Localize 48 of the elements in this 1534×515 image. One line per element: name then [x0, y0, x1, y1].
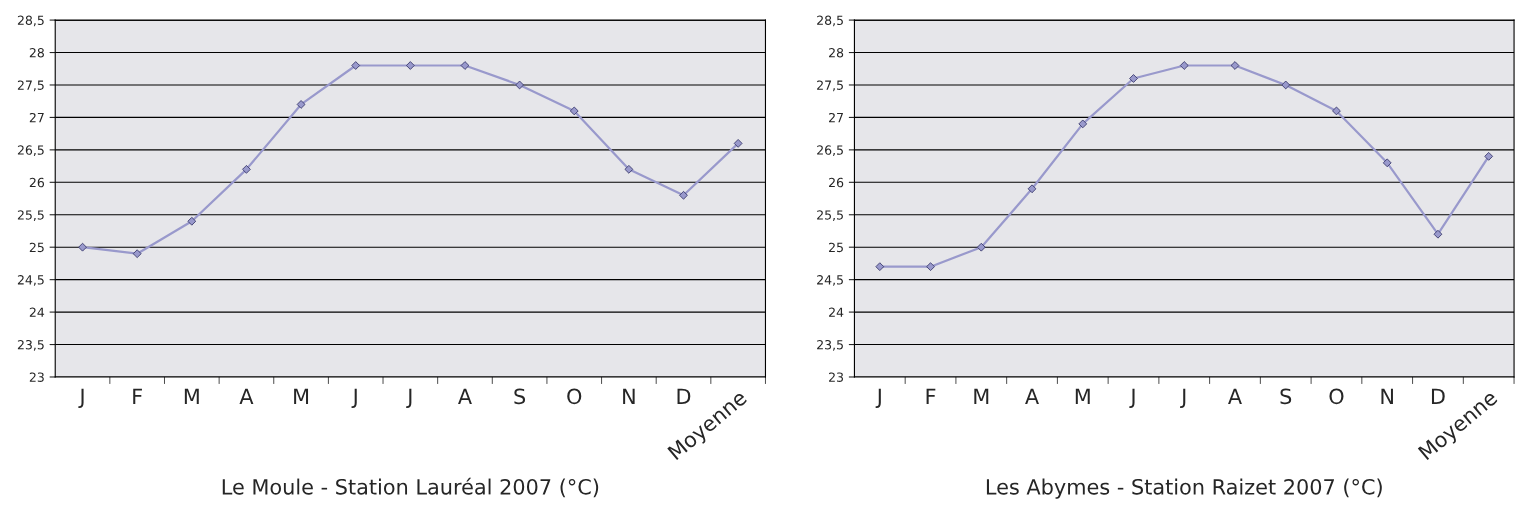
y-tick-label: 24	[29, 307, 45, 317]
x-tick-label: J	[406, 388, 412, 409]
y-tick-label: 27	[29, 112, 44, 123]
x-tick-label: M	[1075, 388, 1090, 404]
y-tick-label: 23	[829, 372, 844, 382]
x-tick-label: M	[974, 388, 989, 404]
x-tick-label: A	[458, 388, 472, 404]
x-tick-label: J	[351, 388, 357, 409]
x-tick-label: M	[294, 388, 309, 404]
y-tick-label: 26,5	[17, 145, 44, 157]
x-axis-title: Le Moule - Station Lauréal 2007 (°C)	[222, 477, 599, 498]
y-tick-label: 26	[29, 177, 45, 188]
x-tick-label: S	[514, 388, 526, 405]
x-tick-label: F	[926, 388, 936, 404]
y-tick-label: 23,5	[817, 340, 843, 351]
x-tick-label: A	[239, 388, 254, 404]
y-tick-label: 27,5	[17, 80, 44, 92]
y-tick-label: 28,5	[817, 15, 843, 27]
x-axis-title: Les Abymes - Station Raizet 2007 (°C)	[986, 478, 1382, 499]
x-tick-label: O	[1329, 388, 1344, 405]
x-tick-label: A	[1228, 388, 1242, 404]
x-tick-label: N	[1381, 388, 1393, 404]
y-tick-label: 24,5	[17, 275, 44, 286]
y-tick-label: 26,5	[817, 145, 843, 157]
y-tick-label: 24,5	[817, 275, 843, 286]
y-tick-label: 27,5	[817, 80, 843, 92]
y-tick-label: 25,5	[817, 210, 843, 221]
x-tick-label: J	[1180, 388, 1186, 409]
y-tick-label: 28	[829, 48, 844, 58]
x-tick-label: F	[133, 388, 142, 404]
y-tick-label: 28,5	[17, 15, 44, 27]
y-tick-label: 25	[829, 242, 843, 253]
y-tick-label: 23,5	[17, 340, 44, 351]
x-tick-label: J	[875, 388, 881, 409]
y-tick-label: 24	[829, 307, 844, 317]
x-tick-label: A	[1025, 388, 1039, 404]
y-tick-label: 25,5	[17, 210, 44, 221]
y-tick-label: 23	[29, 372, 44, 382]
y-tick-label: 28	[29, 48, 44, 58]
x-tick-label: J	[78, 388, 84, 409]
y-tick-label: 27	[829, 112, 843, 123]
x-tick-label: M	[184, 388, 199, 404]
y-tick-label: 25	[29, 242, 44, 253]
y-tick-label: 26	[829, 177, 844, 188]
x-tick-label: J	[1129, 388, 1135, 409]
x-tick-label: N	[623, 388, 635, 404]
x-tick-label: O	[567, 388, 582, 405]
x-tick-label: S	[1280, 388, 1292, 405]
